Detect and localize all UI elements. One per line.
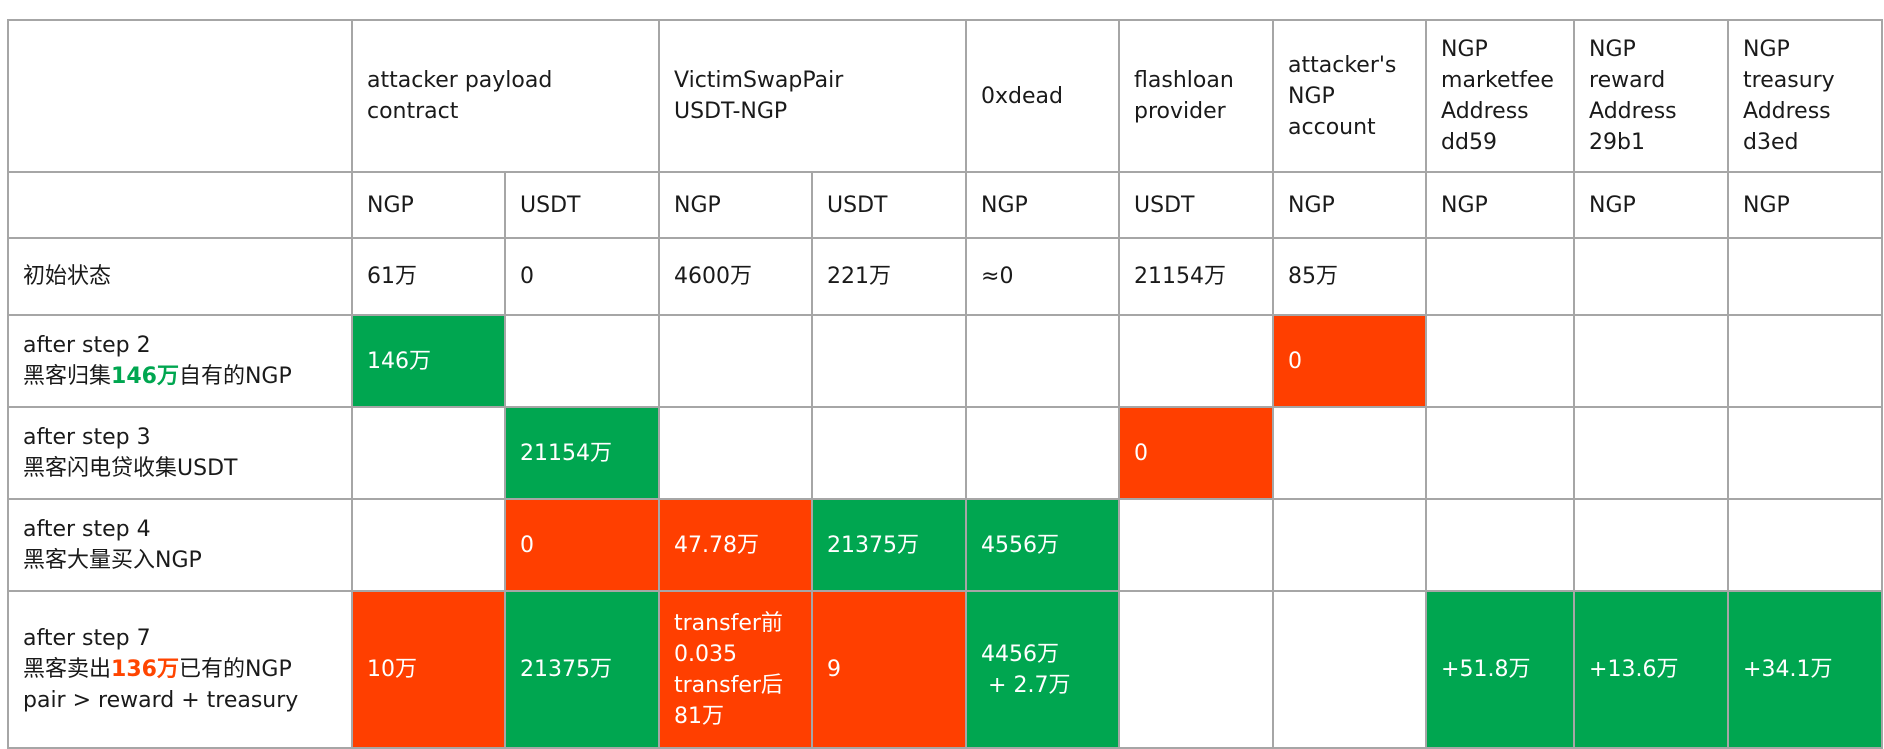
table-row-step-2: after step 2 黑客归集146万自有的NGP 146万 0 [7,314,1884,408]
table-row-initial-state: 初始状态 61万 0 4600万 221万 ≈0 21154万 85万 [7,237,1884,316]
table-cell [1118,314,1275,408]
table-cell [1118,590,1275,749]
table-cell-increase: 146万 [351,314,506,408]
token-header-cell: NGP [965,171,1121,239]
token-header-cell: NGP [1272,171,1428,239]
table-cell [1272,590,1428,749]
table-cell [658,314,814,408]
table-row-step-7: after step 7 黑客卖出136万已有的NGP pair > rewar… [7,590,1884,749]
row-label-step-4: after step 4 黑客大量买入NGP [7,498,353,592]
fund-flow-table: attacker payload contract VictimSwapPair… [7,19,1884,749]
highlight-amount: 146万 [111,364,179,389]
table-cell [1573,237,1730,316]
row-label-step-7: after step 7 黑客卖出136万已有的NGP pair > rewar… [7,590,353,749]
token-header-cell: NGP [351,171,506,239]
header-attacker-payload-contract: attacker payload contract [350,19,661,173]
table-cell-decrease: 0 [503,498,661,592]
table-cell [1272,406,1428,500]
table-cell [1573,314,1730,408]
row-label-step-2: after step 2 黑客归集146万自有的NGP [7,314,353,408]
token-header-cell: NGP [1425,171,1576,239]
table-cell-increase: 4456万 + 2.7万 [965,590,1121,749]
header-0xdead: 0xdead [965,19,1121,173]
table-cell-decrease: 10万 [351,590,506,749]
table-cell-decrease: 0 [1118,406,1275,500]
table-cell-increase: 4556万 [965,498,1121,592]
table-cell-increase: +51.8万 [1425,590,1576,749]
table-cell [811,406,968,500]
table-cell [1425,498,1576,592]
corner-cell [7,19,353,173]
table-cell-increase: 21375万 [811,498,968,592]
table-cell-decrease-transfer: transfer前 0.035 transfer后 81万 [658,590,814,749]
token-header-row: NGP USDT NGP USDT NGP USDT NGP NGP NGP N… [7,171,1884,239]
table-cell [1727,498,1884,592]
table-cell [965,314,1121,408]
table-cell [351,406,506,500]
token-header-cell: NGP [1573,171,1730,239]
header-ngp-reward-address: NGP reward Address 29b1 [1573,19,1730,173]
table-cell-increase: +34.1万 [1727,590,1884,749]
table-cell [1118,498,1275,592]
table-cell [1573,498,1730,592]
token-header-cell: USDT [811,171,968,239]
table-cell [811,314,968,408]
table-cell [1727,314,1884,408]
table-cell [1425,237,1576,316]
table-cell [1727,237,1884,316]
table-cell-increase: +13.6万 [1573,590,1730,749]
token-header-cell: NGP [1727,171,1884,239]
table-cell-decrease: 0 [1272,314,1428,408]
entity-header-row: attacker payload contract VictimSwapPair… [7,19,1884,173]
header-ngp-treasury-address: NGP treasury Address d3ed [1727,19,1884,173]
table-cell: 61万 [351,237,506,316]
header-ngp-marketfee-address: NGP marketfee Address dd59 [1425,19,1576,173]
token-corner-cell [7,171,353,239]
table-cell [1727,406,1884,500]
table-cell [965,406,1121,500]
table-cell: 4600万 [658,237,814,316]
table-row-step-4: after step 4 黑客大量买入NGP 0 47.78万 21375万 4… [7,498,1884,592]
table-cell [658,406,814,500]
table-cell: 0 [503,237,661,316]
table-cell: 21154万 [1118,237,1275,316]
header-victim-swap-pair: VictimSwapPair USDT-NGP [658,19,968,173]
table-row-step-3: after step 3 黑客闪电贷收集USDT 21154万 0 [7,406,1884,500]
table-cell-increase: 21375万 [503,590,661,749]
token-header-cell: USDT [503,171,661,239]
table-cell-decrease: 9 [811,590,968,749]
table-cell: 85万 [1272,237,1428,316]
table-cell [1573,406,1730,500]
row-label-initial-state: 初始状态 [7,237,353,316]
header-flashloan-provider: flashloan provider [1118,19,1275,173]
table-cell: 221万 [811,237,968,316]
table-cell-decrease: 47.78万 [658,498,814,592]
table-cell: ≈0 [965,237,1121,316]
row-label-step-3: after step 3 黑客闪电贷收集USDT [7,406,353,500]
table-cell-increase: 21154万 [503,406,661,500]
token-header-cell: NGP [658,171,814,239]
header-attacker-ngp-account: attacker's NGP account [1272,19,1428,173]
table-cell [1425,406,1576,500]
token-header-cell: USDT [1118,171,1275,239]
table-cell [503,314,661,408]
table-cell [351,498,506,592]
highlight-amount: 136万 [111,657,179,682]
table-cell [1425,314,1576,408]
table-cell [1272,498,1428,592]
